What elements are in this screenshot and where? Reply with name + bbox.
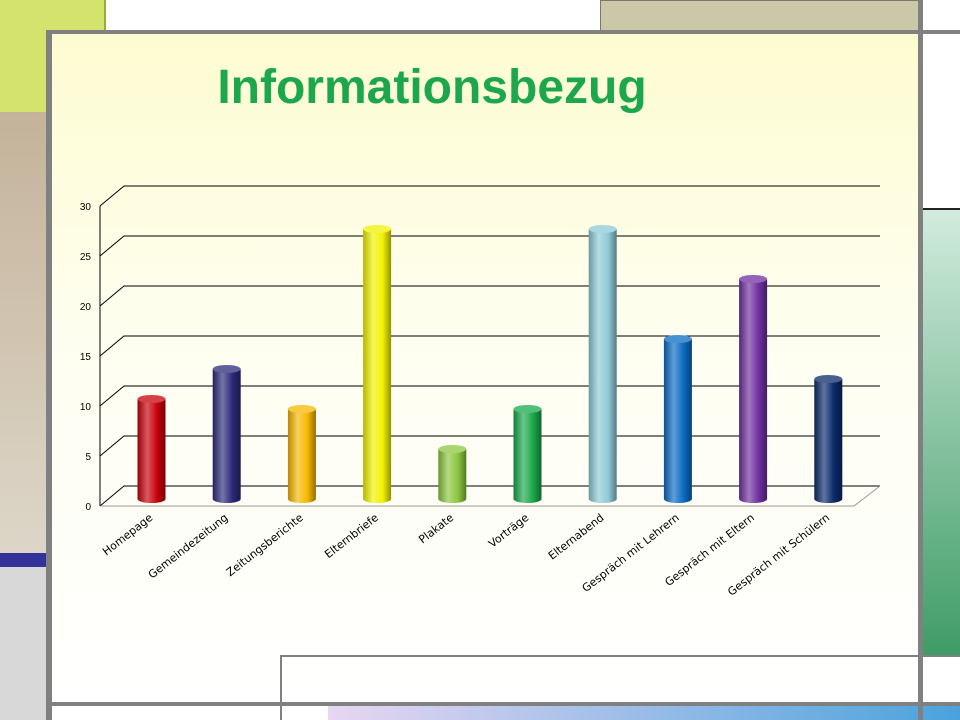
frame-line-bottom: [46, 702, 960, 706]
left-tan-bar: [0, 112, 46, 554]
chart-floor: [100, 485, 881, 507]
bar-top: [363, 225, 392, 233]
y-tick-label: 10: [80, 402, 92, 413]
bar: [438, 449, 467, 503]
y-tick-label: 30: [80, 202, 92, 213]
gridline-15: [99, 335, 880, 357]
x-tick-label: Homepage: [100, 511, 155, 558]
frame-line-top: [46, 30, 960, 34]
x-tick-label: Elternbriefe: [322, 511, 381, 561]
x-tick-label: Vorträge: [486, 511, 531, 550]
bar-top: [663, 335, 692, 343]
x-tick-label: Plakate: [416, 511, 456, 546]
bar-top: [588, 225, 617, 233]
bar-top: [814, 375, 843, 383]
bar: [212, 369, 241, 503]
gridline-10: [99, 385, 880, 407]
left-gray-block: [0, 567, 46, 720]
bar: [739, 279, 768, 503]
bar: [137, 399, 166, 503]
y-tick-label: 0: [85, 502, 91, 513]
top-khaki-block: [600, 0, 920, 32]
bar-top: [287, 405, 316, 413]
frame-line-lower: [280, 655, 960, 657]
bar-top: [212, 365, 241, 373]
frame-line-left: [46, 30, 52, 720]
slide-title: Informationsbezug: [217, 61, 647, 114]
bar-top: [438, 445, 467, 453]
y-tick-label: 20: [80, 302, 92, 313]
bar: [588, 229, 617, 503]
bar: [814, 379, 843, 503]
y-tick-label: 25: [80, 252, 92, 263]
bar: [513, 409, 542, 503]
gridline-5: [99, 435, 880, 457]
x-tick-label: Elternabend: [546, 511, 607, 562]
bar: [287, 409, 316, 503]
slide-background: [52, 34, 918, 702]
left-blue-strip: [0, 553, 46, 567]
bottom-purple-strip: [328, 706, 960, 720]
bar: [663, 339, 692, 503]
gridline-0: [99, 485, 880, 507]
bar-top: [137, 395, 166, 403]
gridline-25: [99, 235, 880, 257]
gridline-30: [99, 185, 880, 207]
frame-line-lower-vertical: [280, 655, 282, 720]
bar-top: [739, 275, 768, 283]
right-green-bar: [922, 208, 960, 656]
y-tick-label: 15: [80, 352, 92, 363]
y-tick-label: 5: [85, 452, 91, 463]
bar: [363, 229, 392, 503]
gridline-20: [99, 285, 880, 307]
x-tick-label: Gemeindezeitung: [146, 511, 231, 581]
frame-line-topright: [923, 30, 960, 34]
frame-line-right: [918, 0, 923, 720]
x-tick-label: Zeitungsberichte: [224, 511, 306, 579]
bar-top: [513, 405, 542, 413]
